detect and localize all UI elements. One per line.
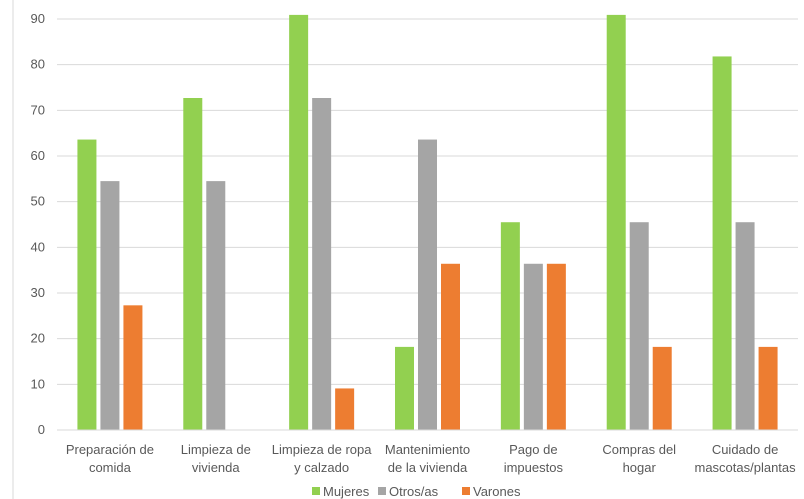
bar-otros-as (418, 139, 437, 430)
bar-mujeres (712, 56, 732, 431)
bar-otros-as (629, 222, 649, 430)
legend-label: Otros/as (389, 484, 439, 499)
y-tick-label: 20 (31, 331, 45, 346)
category-label-line: Preparación de (66, 442, 154, 457)
category-label-line: de la vivienda (388, 460, 468, 475)
bar-varones (758, 346, 778, 430)
bars (77, 14, 778, 431)
category-label-line: y calzado (294, 460, 349, 475)
y-tick-label: 40 (31, 239, 45, 254)
category-label: Cuidado de mascotas/plantas (694, 442, 796, 475)
legend-swatch (312, 487, 320, 495)
bar-otros-as (312, 98, 332, 431)
y-tick-label: 80 (31, 57, 45, 72)
y-tick-label: 0 (38, 422, 45, 437)
y-tick-label: 30 (31, 285, 45, 300)
category-label-line: Pago de (509, 442, 557, 457)
category-label-line: vivienda (192, 460, 240, 475)
category-label: Pago de impuestos (504, 442, 564, 475)
bar-mujeres (77, 139, 97, 430)
bar-varones (335, 388, 355, 430)
bar-varones (441, 263, 460, 430)
bar-varones (652, 346, 672, 430)
category-label-line: mascotas/plantas (694, 460, 796, 475)
bar-varones (546, 263, 566, 430)
bar-otros-as (100, 181, 120, 430)
y-tick-label: 50 (31, 194, 45, 209)
legend-label: Mujeres (323, 484, 370, 499)
bar-mujeres (183, 98, 203, 431)
category-label-line: impuestos (504, 460, 564, 475)
category-label: Preparación de comida (66, 442, 154, 475)
y-axis-ticks: 0 10 20 30 40 50 60 70 80 90 (31, 11, 45, 437)
category-label-line: Compras del (602, 442, 676, 457)
category-label-line: Limpieza de ropa (272, 442, 372, 457)
category-label: Limpieza de vivienda (181, 442, 251, 475)
category-label-line: comida (89, 460, 132, 475)
legend: Mujeres Otros/as Varones (312, 484, 521, 499)
y-tick-label: 90 (31, 11, 45, 26)
category-label: Compras del hogar (602, 442, 676, 475)
bar-mujeres (500, 222, 520, 430)
category-label-line: Limpieza de (181, 442, 251, 457)
category-label: Mantenimiento de la vivienda (385, 442, 470, 475)
bar-mujeres (606, 14, 626, 430)
bar-mujeres (289, 14, 309, 430)
category-label: Limpieza de ropa y calzado (272, 442, 372, 475)
bar-otros-as (735, 222, 755, 430)
legend-swatch (378, 487, 386, 495)
bar-varones (123, 305, 143, 430)
bar-mujeres (395, 346, 414, 430)
category-label-line: Mantenimiento (385, 442, 470, 457)
category-label-line: Cuidado de (712, 442, 779, 457)
bar-otros-as (206, 181, 226, 430)
y-tick-label: 60 (31, 148, 45, 163)
y-tick-label: 70 (31, 102, 45, 117)
category-label-line: hogar (623, 460, 657, 475)
y-tick-label: 10 (31, 376, 45, 391)
legend-swatch (462, 487, 470, 495)
legend-label: Varones (473, 484, 521, 499)
bar-otros-as (523, 263, 543, 430)
